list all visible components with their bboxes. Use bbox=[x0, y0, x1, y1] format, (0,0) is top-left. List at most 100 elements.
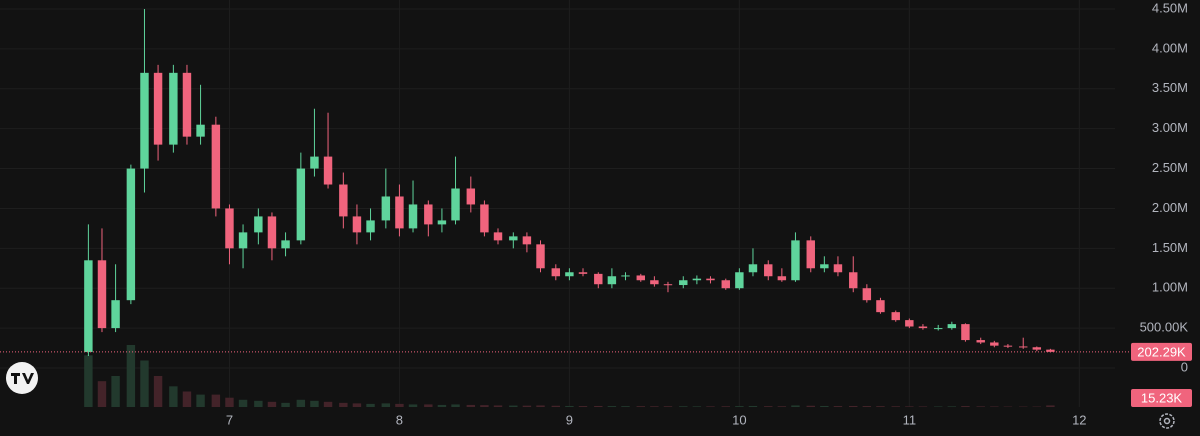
candle-body bbox=[594, 273, 603, 285]
last-price-badge bbox=[1131, 342, 1192, 361]
x-tick-label: 12 bbox=[1072, 412, 1086, 427]
logo bbox=[6, 362, 38, 394]
candle-body bbox=[876, 300, 885, 313]
volume-bar bbox=[663, 406, 673, 407]
candle-body bbox=[621, 275, 630, 277]
candle-body bbox=[196, 124, 205, 137]
volume-bar bbox=[536, 405, 545, 407]
volume-bar bbox=[111, 376, 120, 407]
candle-body bbox=[990, 342, 999, 346]
volume-bar bbox=[777, 406, 787, 407]
candle-body bbox=[140, 72, 149, 169]
y-tick-label: 3.00M bbox=[1152, 120, 1188, 135]
volume-bar bbox=[990, 406, 999, 407]
candle-body bbox=[1019, 346, 1028, 348]
gear-outer bbox=[1159, 413, 1175, 429]
candle-body bbox=[607, 276, 617, 285]
logo-mark bbox=[11, 373, 34, 384]
candle-body bbox=[451, 188, 460, 221]
candle-body bbox=[820, 264, 829, 269]
grid bbox=[0, 0, 1115, 407]
volume-bar bbox=[721, 406, 730, 407]
volume-bar bbox=[862, 406, 872, 407]
x-tick-label: 11 bbox=[903, 412, 917, 427]
candle-body bbox=[352, 216, 362, 233]
candle-body bbox=[84, 260, 93, 353]
volume-bar bbox=[126, 345, 136, 407]
volume-bar bbox=[281, 402, 290, 407]
candle-layer bbox=[84, 9, 1055, 357]
volume-bar bbox=[182, 391, 192, 407]
volume-bar bbox=[735, 406, 744, 407]
candle-body bbox=[735, 272, 744, 289]
volume-bar bbox=[876, 406, 885, 407]
y-tick-label: 0 bbox=[1181, 359, 1188, 374]
candle-body bbox=[493, 232, 503, 241]
volume-bar bbox=[706, 406, 715, 407]
candle-body bbox=[849, 272, 858, 289]
candle-body bbox=[663, 284, 673, 286]
last-volume-label: 15.23K bbox=[1141, 390, 1183, 405]
volume-bar bbox=[296, 399, 306, 407]
volume-bar bbox=[636, 406, 646, 407]
settings-button[interactable] bbox=[1159, 413, 1175, 429]
volume-bar bbox=[565, 405, 574, 407]
candle-body bbox=[381, 196, 391, 221]
volume-bar bbox=[607, 406, 617, 407]
candle-body bbox=[424, 204, 433, 225]
candle-body bbox=[310, 156, 319, 169]
candle-body bbox=[934, 328, 943, 330]
volume-bar bbox=[650, 406, 659, 407]
volume-bar bbox=[424, 404, 433, 407]
candle-body bbox=[862, 288, 872, 301]
x-tick-label: 7 bbox=[226, 412, 233, 427]
candle-body bbox=[721, 280, 730, 289]
y-tick-label: 4.00M bbox=[1152, 40, 1188, 55]
candle-body bbox=[395, 196, 404, 229]
volume-bar bbox=[466, 404, 476, 407]
volume-bar bbox=[323, 401, 333, 407]
volume-bar bbox=[947, 406, 957, 407]
candle-body bbox=[692, 278, 702, 281]
volume-bar bbox=[934, 406, 943, 407]
gear-inner bbox=[1163, 417, 1171, 425]
y-tick-label: 1.50M bbox=[1152, 240, 1188, 255]
candle-body bbox=[153, 72, 163, 145]
candle-body bbox=[211, 124, 221, 209]
volume-bar bbox=[339, 402, 348, 407]
candle-body bbox=[650, 280, 659, 285]
y-tick-label: 4.50M bbox=[1152, 0, 1188, 15]
candle-body bbox=[578, 272, 588, 274]
volume-bar bbox=[254, 400, 263, 407]
logo-badge bbox=[6, 362, 38, 394]
volume-bar bbox=[621, 406, 630, 407]
candle-body bbox=[323, 156, 333, 185]
volume-bar bbox=[692, 406, 702, 407]
candle-body bbox=[918, 326, 928, 329]
volume-bar bbox=[451, 404, 460, 407]
volume-bar bbox=[140, 360, 149, 407]
candle-body bbox=[905, 320, 914, 327]
x-tick-label: 10 bbox=[732, 412, 746, 427]
candle-body bbox=[1032, 347, 1042, 350]
candle-body bbox=[182, 72, 192, 137]
volume-bar bbox=[169, 386, 178, 407]
candle-body bbox=[791, 240, 800, 281]
candle-body bbox=[833, 264, 843, 273]
candle-body bbox=[480, 204, 489, 233]
volume-bar bbox=[267, 401, 277, 407]
candle-body bbox=[1046, 349, 1055, 352]
y-tick-label: 1.00M bbox=[1152, 280, 1188, 295]
volume-bar bbox=[891, 406, 900, 407]
volume-bar bbox=[905, 406, 914, 407]
candle-body bbox=[267, 216, 277, 249]
candle-body bbox=[225, 208, 234, 249]
candle-body bbox=[947, 324, 957, 329]
volume-bar bbox=[679, 406, 688, 407]
volume-bar bbox=[748, 405, 758, 407]
volume-bar bbox=[211, 394, 221, 407]
y-tick-label: 500.00K bbox=[1140, 320, 1189, 335]
candle-body bbox=[764, 264, 773, 277]
